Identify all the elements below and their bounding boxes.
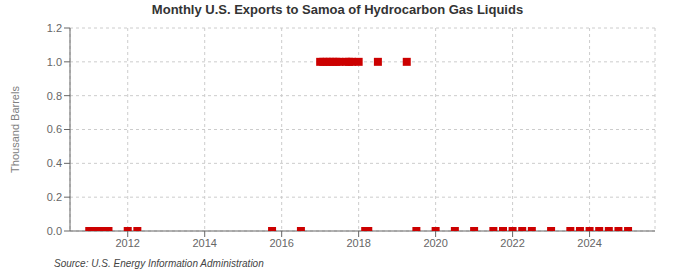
svg-text:0.8: 0.8 (47, 90, 62, 102)
svg-text:2012: 2012 (115, 237, 139, 249)
svg-text:1.0: 1.0 (47, 56, 62, 68)
svg-text:1.2: 1.2 (47, 22, 62, 34)
svg-text:2024: 2024 (577, 237, 601, 249)
svg-text:2020: 2020 (423, 237, 447, 249)
html-text:Source: U.S. Energy Informatio: Source: U.S. Energy Information Administ… (54, 258, 264, 269)
svg-text:Thousand Barrels: Thousand Barrels (9, 86, 21, 173)
svg-text:2016: 2016 (269, 237, 293, 249)
svg-text:0.6: 0.6 (47, 123, 62, 135)
svg-text:0.2: 0.2 (47, 191, 62, 203)
svg-text:0.0: 0.0 (47, 225, 62, 237)
svg-text:0.4: 0.4 (47, 157, 62, 169)
svg-text:2018: 2018 (346, 237, 370, 249)
svg-text:2014: 2014 (192, 237, 216, 249)
svg-text:2022: 2022 (500, 237, 524, 249)
html-text:Monthly U.S. Exports to Samoa: Monthly U.S. Exports to Samoa of Hydroca… (151, 2, 524, 17)
